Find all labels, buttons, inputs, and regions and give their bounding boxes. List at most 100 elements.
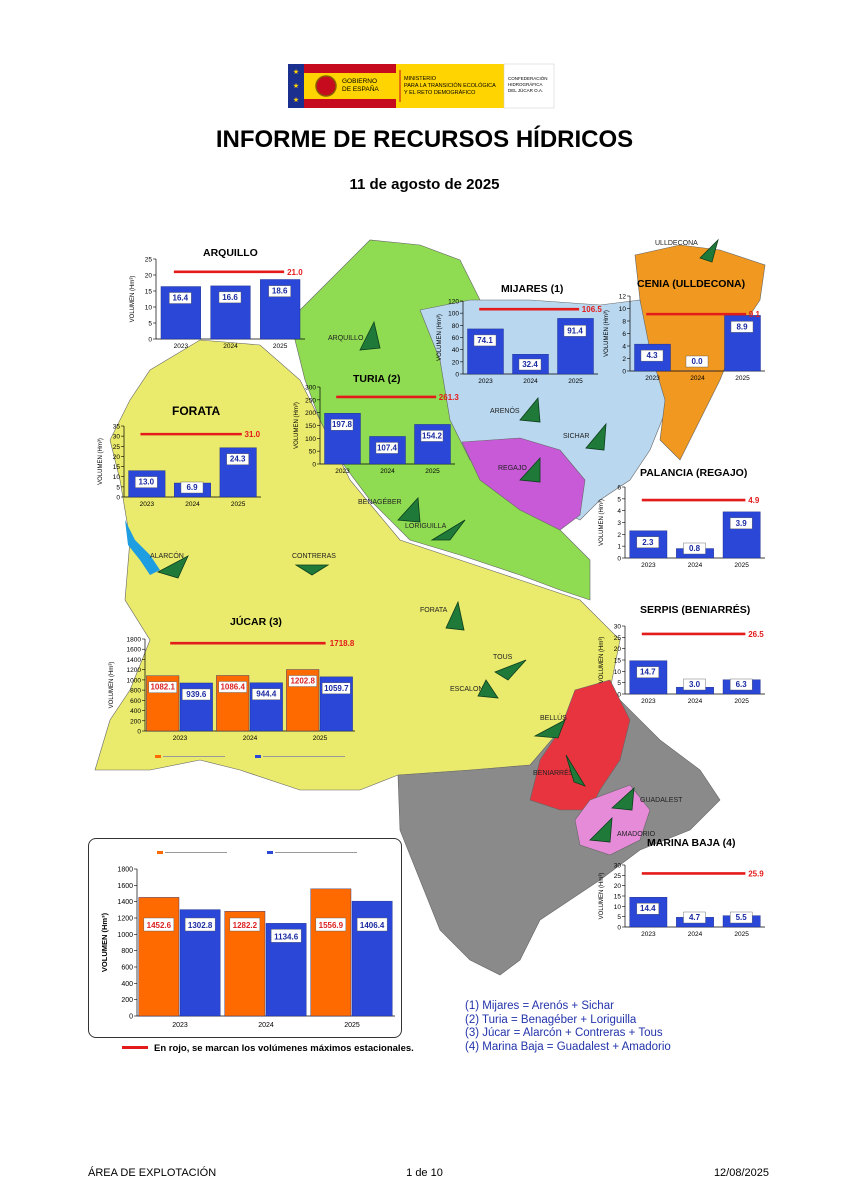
x-tick-label: 2023 (174, 343, 189, 350)
x-tick-label: 2025 (344, 1022, 360, 1029)
x-tick-label: 2025 (735, 375, 750, 382)
x-tick-label: 2024 (258, 1022, 274, 1029)
chart-mijares: MIJARES (1) 0 20 40 60 80 100 120 VOLUMEN (Hm³)… (425, 275, 602, 390)
data-label-box (252, 688, 281, 700)
data-label-box (729, 517, 753, 530)
y-tick-label: 10 (614, 669, 622, 676)
max-volume-label: 25.9 (748, 869, 764, 878)
x-tick-label: 2025 (734, 562, 749, 569)
y-tick-label: 25 (113, 444, 121, 451)
y-tick-label: 1000 (127, 677, 142, 684)
data-label: 2.3 (642, 538, 654, 547)
data-label-box (683, 542, 706, 555)
y-tick-label: 20 (452, 359, 460, 366)
note-item: (4) Marina Baja = Guadalest + Amadorio (465, 1040, 671, 1053)
svg-text:★: ★ (293, 82, 299, 90)
chart-title: CENIA (ULLDECONA) (637, 278, 746, 290)
logo-line1: GOBIERNO (342, 78, 377, 85)
data-label: 16.6 (222, 293, 238, 302)
legend-swatch-orange (155, 755, 161, 758)
y-tick-label: 150 (305, 423, 316, 430)
map-label-arenos: ARENÓS (490, 406, 520, 415)
map-label-guadalest: GUADALEST (640, 797, 683, 804)
chart-title: FORATA (172, 404, 221, 418)
y-tick-label: 1200 (117, 916, 133, 923)
x-tick-label: 2024 (185, 501, 200, 508)
notes-list: (1) Mijares = Arenós + Sichar (2) Turia … (465, 1000, 671, 1054)
logo-line2: DE ESPAÑA (342, 84, 379, 93)
y-tick-label: 100 (448, 311, 459, 318)
chart-serpis: SERPIS (BENIARRÉS) 0 5 10 15 20 25 30 VOLUMEN (… (595, 600, 770, 715)
y-tick-label: 15 (113, 464, 121, 471)
note-item: (3) Júcar = Alarcón + Contreras + Tous (465, 1027, 663, 1039)
data-label: 91.4 (567, 326, 583, 335)
y-tick-label: 5 (617, 496, 621, 503)
y-tick-label: 0 (617, 692, 621, 699)
y-tick-label: 5 (617, 914, 621, 921)
data-label-box (685, 355, 709, 368)
x-tick-label: 2023 (641, 698, 656, 705)
map-label-alarcon: ALARCÓN (150, 551, 184, 560)
y-tick-label: 8 (622, 319, 626, 326)
data-label-box (640, 349, 664, 362)
y-tick-label: 0 (129, 1014, 133, 1021)
y-tick-label: 20 (113, 454, 121, 461)
data-label: 74.1 (477, 336, 493, 345)
y-axis-label: VOLUMEN (Hm³) (599, 499, 605, 546)
data-label: 18.6 (272, 287, 288, 296)
alarcon-reservoir (125, 520, 160, 575)
chart-title: SERPIS (BENIARRÉS) (640, 604, 751, 616)
y-tick-label: 120 (448, 299, 459, 306)
reservoir-marker-icon (359, 320, 381, 351)
y-tick-label: 4 (622, 344, 626, 351)
agency-line1: CONFEDERACIÓN (508, 75, 548, 81)
x-tick-label: 2023 (335, 468, 350, 475)
data-label: 4.7 (689, 913, 701, 922)
reservoir-marker-icon (611, 787, 635, 811)
data-label-box (356, 917, 388, 932)
x-tick-label: 2024 (690, 375, 705, 382)
data-label-box (143, 917, 175, 932)
reservoir-marker-icon (445, 600, 465, 631)
data-label: 16.4 (173, 294, 189, 303)
chart-title: MARINA BAJA (4) (647, 837, 736, 849)
y-tick-label: 6 (622, 331, 626, 338)
data-label-box (229, 917, 261, 932)
x-tick-label: 2023 (140, 501, 155, 508)
chart-title: MIJARES (1) (501, 283, 564, 295)
map-label-loriguilla: LORIGUILLA (405, 523, 447, 530)
y-tick-label: 300 (305, 385, 316, 392)
x-tick-label: 2023 (645, 375, 660, 382)
y-tick-label: 30 (614, 624, 622, 631)
data-label: 5.5 (736, 913, 748, 922)
y-tick-label: 0 (622, 369, 626, 376)
y-tick-label: 20 (145, 273, 153, 280)
max-volume-label: 31.0 (245, 430, 261, 439)
y-tick-label: 25 (145, 257, 153, 264)
y-tick-label: 15 (614, 658, 622, 665)
data-label-box (184, 917, 216, 932)
data-label: 154.2 (422, 431, 443, 440)
chart-palancia: PALANCIA (REGAJO) 0 1 2 3 4 5 6 VOLUMEN (Hm³) 20… (595, 463, 770, 578)
data-label-box (729, 678, 753, 691)
footer-left: ÁREA DE EXPLOTACIÓN (88, 1167, 217, 1179)
y-tick-label: 10 (619, 306, 627, 313)
y-axis-label: VOLUMEN (Hm³) (130, 276, 136, 323)
y-tick-label: 800 (121, 948, 133, 955)
page-title: INFORME DE RECURSOS HÍDRICOS (215, 126, 634, 153)
y-tick-label: 100 (305, 436, 316, 443)
y-axis-label: VOLUMEN (Hm³) (100, 912, 109, 972)
data-label-box (375, 442, 399, 454)
chart-jucar: JÚCAR (3) 0 200 400 600 800 1000 1200 1400 1600 1… (95, 612, 360, 762)
data-label: 0.0 (691, 357, 703, 366)
x-tick-label: 2025 (734, 931, 749, 938)
data-label: 197.8 (332, 420, 353, 429)
data-label-box (268, 285, 291, 297)
chart-title: TURIA (2) (353, 373, 401, 385)
data-label: 0.8 (689, 544, 701, 553)
x-tick-label: 2023 (641, 562, 656, 569)
y-tick-label: 80 (452, 323, 460, 330)
max-volume-label: 106.5 (582, 305, 603, 314)
footer-center: 1 de 10 (406, 1167, 443, 1179)
ministry-line1: MINISTERIO (404, 76, 437, 82)
